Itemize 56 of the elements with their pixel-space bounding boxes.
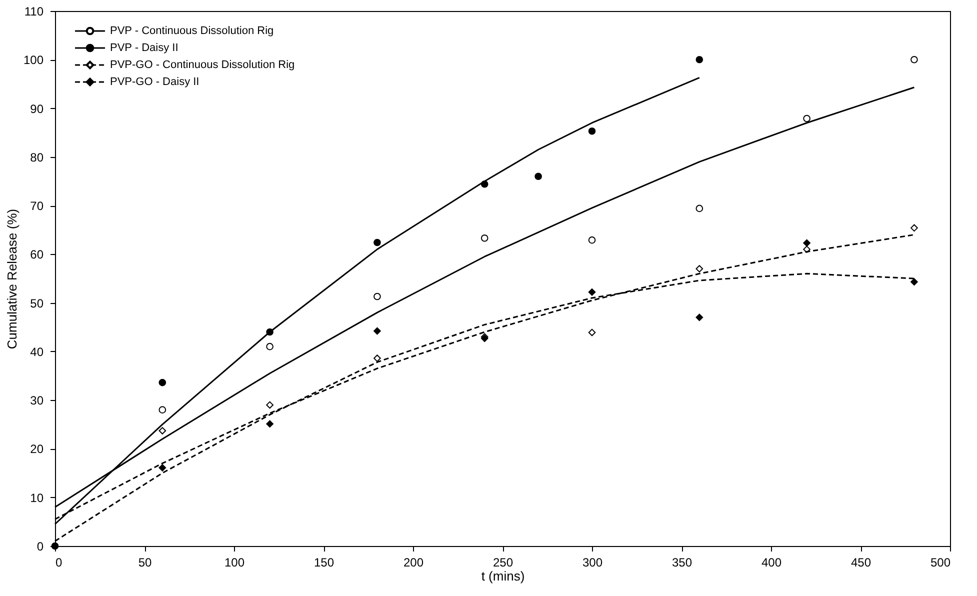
x-tick-label: 250 xyxy=(492,556,514,570)
x-tick-label: 350 xyxy=(672,556,692,570)
point xyxy=(588,288,596,296)
point xyxy=(158,378,166,386)
y-tick-label: 40 xyxy=(30,344,44,359)
y-tick-label: 0 xyxy=(36,540,44,554)
point xyxy=(374,292,381,300)
y-tick-label: 80 xyxy=(30,150,44,164)
x-tick-label: 500 xyxy=(930,556,951,570)
y-tick-label: 110 xyxy=(24,4,44,18)
point xyxy=(266,420,274,428)
x-tick-label: 100 xyxy=(224,556,245,570)
point xyxy=(910,56,918,64)
point xyxy=(266,401,274,409)
y-tick-label: 30 xyxy=(30,394,44,408)
y-tick-label: 90 xyxy=(30,102,44,116)
point xyxy=(534,172,542,180)
y-tick-label: 100 xyxy=(23,53,44,68)
x-tick-label: 300 xyxy=(582,556,603,570)
point xyxy=(803,239,810,247)
point xyxy=(51,542,59,550)
point xyxy=(588,127,596,135)
point xyxy=(374,354,381,362)
x-tick-label: 400 xyxy=(761,556,782,570)
point xyxy=(696,56,704,64)
x-tick-label: 150 xyxy=(314,556,334,570)
point xyxy=(480,234,488,242)
point xyxy=(803,114,810,122)
point xyxy=(696,204,704,212)
point xyxy=(158,406,166,414)
point xyxy=(374,238,381,246)
y-tick-label: 60 xyxy=(30,248,44,262)
point xyxy=(910,278,918,286)
y-tick-label: 50 xyxy=(30,296,44,310)
x-tick-label: 450 xyxy=(850,556,872,570)
x-tick-label: 50 xyxy=(138,556,152,570)
point xyxy=(696,265,704,272)
legend-label: PVP - Continuous Dissolution Rig xyxy=(110,25,274,37)
y-tick-label: 70 xyxy=(30,199,44,214)
point xyxy=(158,427,166,434)
x-axis-title: t (mins) xyxy=(481,568,525,584)
y-tick-label: 10 xyxy=(30,490,44,505)
y-axis-title: Cumulative Release (%) xyxy=(4,208,20,350)
point xyxy=(158,464,166,472)
point xyxy=(374,327,381,335)
point xyxy=(696,314,704,322)
point xyxy=(588,328,596,336)
legend-label: PVP - Daisy II xyxy=(110,42,178,54)
y-tick-label: 20 xyxy=(30,442,44,456)
legend-label: PVP-GO - Continuous Dissolution Rig xyxy=(110,59,295,71)
point xyxy=(266,342,274,350)
x-tick-label: 0 xyxy=(56,556,62,570)
x-tick-label: 200 xyxy=(403,556,424,570)
point xyxy=(910,224,918,232)
point xyxy=(588,236,596,244)
legend-label: PVP-GO - Daisy II xyxy=(110,76,200,88)
